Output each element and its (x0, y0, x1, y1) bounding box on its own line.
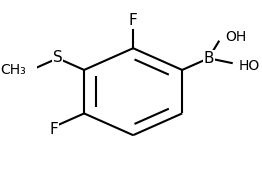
Text: F: F (50, 122, 58, 137)
Text: OH: OH (225, 30, 247, 44)
Text: S: S (53, 50, 63, 65)
Text: B: B (203, 51, 214, 66)
Text: HO: HO (238, 59, 259, 73)
Text: CH₃: CH₃ (1, 63, 26, 77)
Text: F: F (129, 13, 138, 28)
